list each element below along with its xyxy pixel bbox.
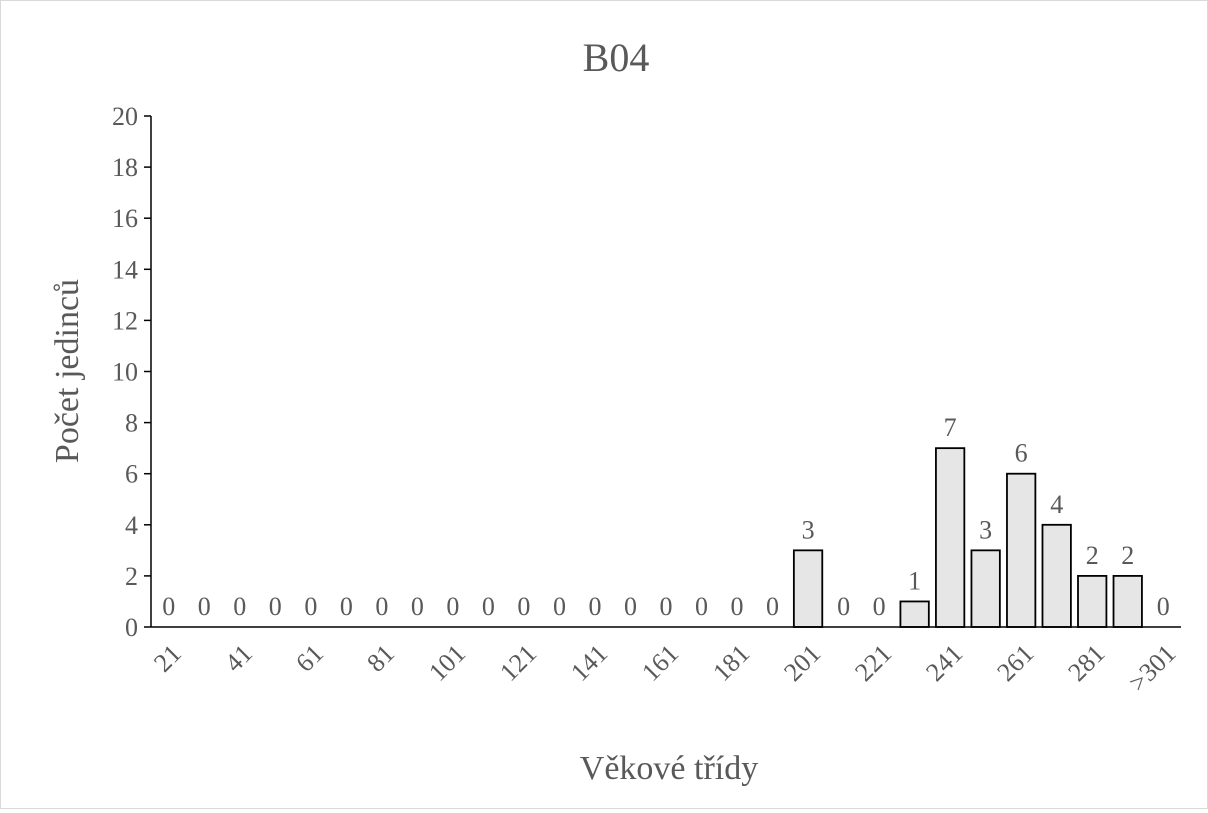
x-tick-label: 261 (991, 639, 1039, 687)
data-label: 0 (731, 592, 744, 621)
bar (1006, 472, 1037, 628)
bar (792, 549, 824, 628)
y-tick-label: 6 (125, 460, 138, 489)
y-axis-ticks: 0 2 4 6 8 10 12 14 16 18 20 (112, 102, 151, 642)
x-tick-label: 141 (565, 639, 613, 687)
y-axis-label: Počet jedinců (49, 279, 86, 463)
x-tick-label: 241 (920, 639, 968, 687)
data-label: 0 (269, 592, 282, 621)
y-tick-label: 0 (125, 613, 138, 642)
y-tick-label: 2 (125, 562, 138, 591)
data-label: 0 (553, 592, 566, 621)
x-tick-label: 121 (494, 639, 542, 687)
data-label: 0 (411, 592, 424, 621)
data-label: 0 (766, 592, 779, 621)
y-tick-label: 18 (112, 153, 138, 182)
y-tick-label: 16 (112, 204, 138, 233)
axes (150, 116, 1181, 628)
y-tick-label: 20 (112, 102, 138, 131)
data-label: 4 (1050, 490, 1063, 519)
data-label: 6 (1015, 439, 1028, 468)
y-tick-label: 10 (112, 358, 138, 387)
x-tick-label: 181 (707, 639, 755, 687)
data-label: 0 (198, 592, 211, 621)
data-label: 3 (802, 515, 815, 544)
x-tick-label: 41 (219, 639, 258, 678)
x-tick-label: 61 (290, 639, 329, 678)
bar (970, 549, 1001, 628)
y-tick-label: 14 (112, 255, 138, 284)
y-tick-label: 4 (125, 511, 138, 540)
bars (792, 447, 1143, 628)
data-label: 0 (375, 592, 388, 621)
data-label: 0 (340, 592, 353, 621)
x-tick-label: 281 (1062, 639, 1110, 687)
data-label: 0 (446, 592, 459, 621)
x-tick-label: 21 (148, 639, 187, 678)
x-tick-label: 81 (361, 639, 400, 678)
x-tick-label: 201 (778, 639, 826, 687)
data-label: 0 (304, 592, 317, 621)
data-label: 7 (944, 413, 957, 442)
data-label: 0 (233, 592, 246, 621)
x-tick-label: 161 (636, 639, 684, 687)
data-label: 0 (837, 592, 850, 621)
data-label: 0 (873, 592, 886, 621)
data-label: 0 (660, 592, 673, 621)
bar (1077, 575, 1108, 628)
data-label: 0 (695, 592, 708, 621)
x-axis-ticks: 21 41 61 81 101 121 141 161 181 201 221 241 261 281 >3… (148, 639, 1181, 697)
data-label: 2 (1086, 541, 1099, 570)
x-tick-label: 101 (423, 639, 471, 687)
x-axis-label: Věkové třídy (580, 750, 758, 787)
data-label: 0 (588, 592, 601, 621)
y-tick-label: 8 (125, 409, 138, 438)
data-label: 0 (482, 592, 495, 621)
chart-title: B04 (583, 35, 650, 80)
bar (1041, 523, 1072, 628)
data-label: 2 (1121, 541, 1134, 570)
data-label: 1 (908, 566, 921, 595)
x-tick-label: 221 (849, 639, 897, 687)
x-tick-label: >301 (1123, 639, 1181, 697)
bar (899, 600, 930, 628)
data-label: 0 (624, 592, 637, 621)
data-label: 3 (979, 515, 992, 544)
data-label: 0 (517, 592, 530, 621)
data-label: 0 (1157, 592, 1170, 621)
bar (1112, 575, 1143, 628)
bar (935, 447, 966, 628)
y-tick-label: 12 (112, 306, 138, 335)
data-label: 0 (162, 592, 175, 621)
